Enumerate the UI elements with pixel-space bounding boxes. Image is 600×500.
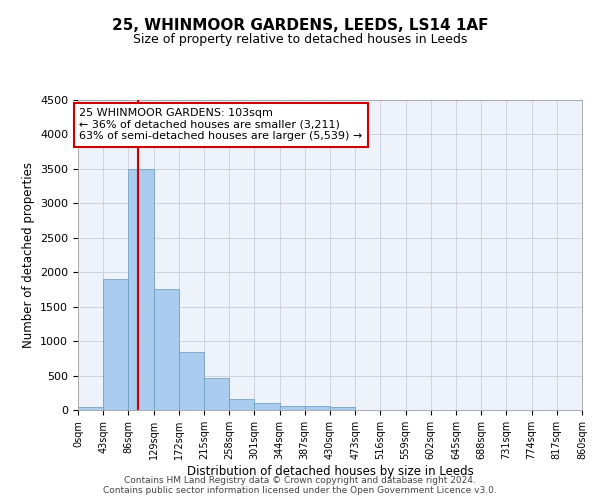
Bar: [280, 406, 305, 410]
Bar: [254, 403, 280, 410]
Bar: [78, 406, 103, 410]
Bar: [305, 406, 330, 410]
Bar: [154, 290, 179, 410]
Bar: [128, 169, 154, 410]
Bar: [330, 407, 355, 410]
X-axis label: Distribution of detached houses by size in Leeds: Distribution of detached houses by size …: [187, 464, 473, 477]
Y-axis label: Number of detached properties: Number of detached properties: [22, 162, 35, 348]
Bar: [179, 352, 204, 410]
Text: 25 WHINMOOR GARDENS: 103sqm
← 36% of detached houses are smaller (3,211)
63% of : 25 WHINMOOR GARDENS: 103sqm ← 36% of det…: [79, 108, 362, 142]
Bar: [103, 279, 128, 410]
Bar: [204, 378, 229, 410]
Bar: [229, 399, 254, 410]
Text: Size of property relative to detached houses in Leeds: Size of property relative to detached ho…: [133, 32, 467, 46]
Text: Contains HM Land Registry data © Crown copyright and database right 2024.
Contai: Contains HM Land Registry data © Crown c…: [103, 476, 497, 495]
Text: 25, WHINMOOR GARDENS, LEEDS, LS14 1AF: 25, WHINMOOR GARDENS, LEEDS, LS14 1AF: [112, 18, 488, 32]
